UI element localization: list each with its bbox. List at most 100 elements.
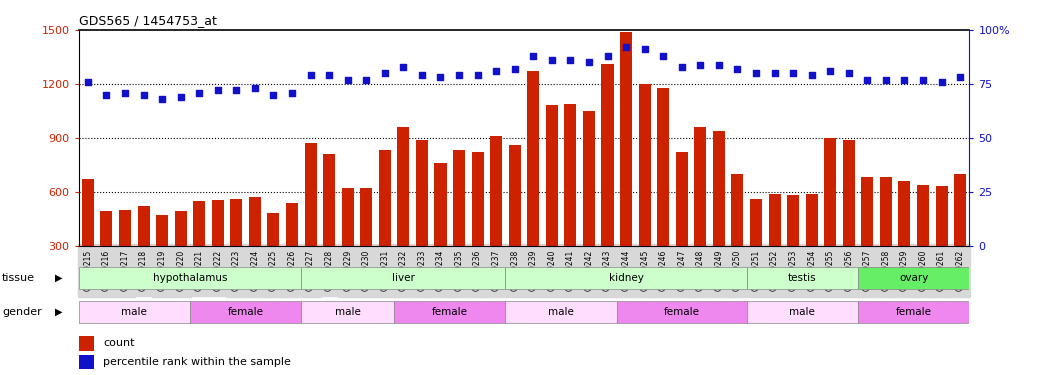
Text: GDS565 / 1454753_at: GDS565 / 1454753_at <box>79 15 217 27</box>
Point <box>859 76 876 82</box>
Bar <box>732 174 743 300</box>
Point <box>877 76 894 82</box>
Bar <box>119 210 131 300</box>
Bar <box>602 64 613 300</box>
Text: male: male <box>334 307 361 317</box>
Point <box>747 70 764 76</box>
Point <box>840 70 857 76</box>
Point <box>487 68 504 74</box>
Point <box>340 76 356 82</box>
Point <box>692 62 708 68</box>
Text: testis: testis <box>788 273 816 283</box>
Point <box>544 57 561 63</box>
Text: gender: gender <box>2 307 42 317</box>
Point <box>655 53 672 59</box>
Bar <box>435 163 446 300</box>
Point <box>302 72 319 78</box>
Point <box>321 72 337 78</box>
Point <box>432 74 449 81</box>
Bar <box>546 105 558 300</box>
Point <box>617 44 634 50</box>
Point <box>172 94 189 100</box>
Bar <box>82 179 94 300</box>
Text: male: male <box>789 307 815 317</box>
Text: female: female <box>432 307 467 317</box>
Bar <box>620 32 632 300</box>
Bar <box>858 267 969 290</box>
Point <box>451 72 467 78</box>
Point <box>135 92 152 98</box>
Point <box>803 72 820 78</box>
Bar <box>638 84 651 300</box>
Text: hypothalamus: hypothalamus <box>153 273 227 283</box>
Bar <box>397 127 410 300</box>
Bar <box>378 150 391 300</box>
Text: count: count <box>103 339 134 348</box>
Bar <box>361 188 372 300</box>
Bar <box>286 202 298 300</box>
Bar <box>565 104 576 300</box>
Point <box>99 92 115 98</box>
Bar <box>79 267 301 290</box>
Bar <box>694 127 706 300</box>
Point <box>470 72 486 78</box>
Bar <box>936 186 947 300</box>
Bar <box>713 130 725 300</box>
Bar <box>490 136 502 300</box>
Bar <box>305 143 316 300</box>
Point <box>562 57 578 63</box>
Point <box>599 53 616 59</box>
Bar <box>806 194 817 300</box>
Text: female: female <box>227 307 264 317</box>
Bar <box>583 111 595 300</box>
Bar <box>79 355 94 369</box>
Text: ▶: ▶ <box>54 307 62 317</box>
Point <box>154 96 171 102</box>
Text: female: female <box>663 307 700 317</box>
Point <box>952 74 968 81</box>
Bar <box>746 301 858 323</box>
Bar <box>416 140 428 300</box>
Point <box>896 76 913 82</box>
Bar <box>746 267 858 290</box>
Bar <box>787 195 800 300</box>
Bar <box>657 87 670 300</box>
Bar <box>101 211 112 300</box>
Point <box>711 62 727 68</box>
Point <box>395 64 412 70</box>
Bar <box>472 152 483 300</box>
Bar <box>79 336 94 351</box>
Bar <box>453 150 465 300</box>
Point <box>228 87 245 93</box>
Bar <box>527 71 540 300</box>
Bar <box>302 301 394 323</box>
Point <box>822 68 838 74</box>
Text: female: female <box>896 307 932 317</box>
Bar <box>248 197 261 300</box>
Bar <box>193 201 205 300</box>
Point <box>357 76 374 82</box>
Text: tissue: tissue <box>2 273 35 283</box>
Bar <box>231 199 242 300</box>
Bar <box>768 194 781 300</box>
Text: male: male <box>122 307 147 317</box>
Bar <box>394 301 505 323</box>
Text: percentile rank within the sample: percentile rank within the sample <box>103 357 291 367</box>
Point <box>785 70 802 76</box>
Bar <box>676 152 687 300</box>
Bar <box>190 301 301 323</box>
Bar <box>508 145 521 300</box>
Point <box>766 70 783 76</box>
Text: ovary: ovary <box>899 273 929 283</box>
Bar <box>954 174 966 300</box>
Bar <box>342 188 354 300</box>
Text: male: male <box>548 307 574 317</box>
Bar <box>858 301 969 323</box>
Bar <box>267 213 280 300</box>
Point <box>376 70 393 76</box>
Text: liver: liver <box>392 273 415 283</box>
Point <box>191 90 208 96</box>
Point <box>284 90 301 96</box>
Bar <box>898 181 911 300</box>
Point <box>525 53 542 59</box>
